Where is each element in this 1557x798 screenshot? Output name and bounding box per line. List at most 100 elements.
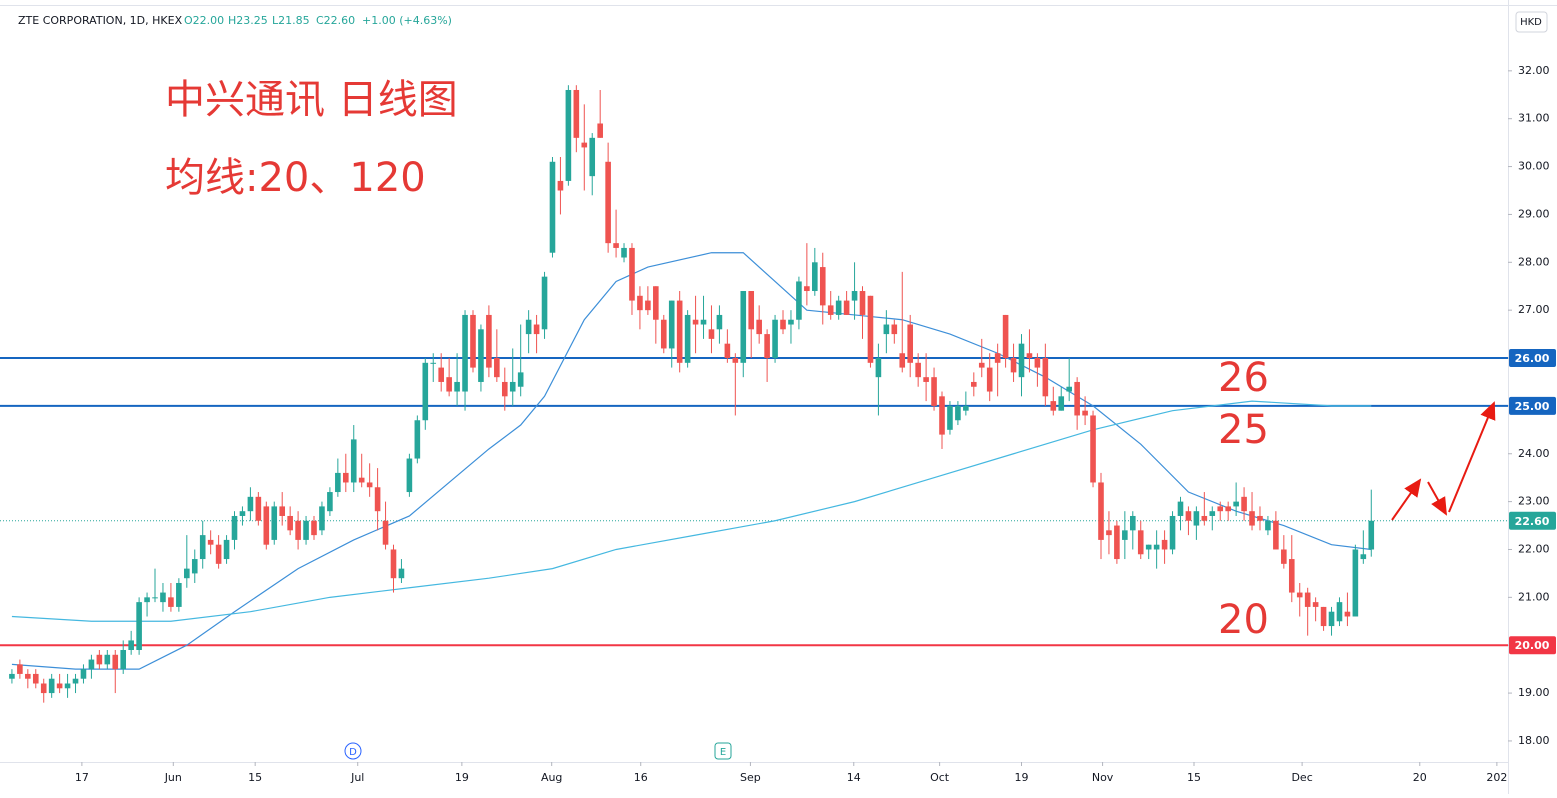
candle-body [319,506,325,531]
candle-body [1042,358,1049,397]
candle-body [541,276,548,330]
candle-body [382,520,389,545]
x-tick-label: Nov [1092,771,1114,784]
candle-body [1074,381,1080,416]
low: L21.85 [272,14,310,27]
candle-body [263,506,270,545]
candle-body [1066,386,1072,392]
moving-average [11,400,1372,622]
event-marker[interactable] [344,742,362,760]
candle-body [589,137,596,177]
candle-body [573,89,580,138]
candle-body [565,89,572,181]
candle-body [446,377,452,392]
candle-body [287,515,293,531]
candle-body [692,319,699,325]
y-tick-label: 23.00 [1518,495,1550,508]
y-tick-label: 32.00 [1518,64,1550,77]
candle-body [740,291,747,363]
candle-body [549,161,556,253]
price-tag-label: 26.00 [1515,352,1550,365]
candle-body [223,539,230,560]
x-tick-label: Jun [164,771,182,784]
candle-body [128,640,134,650]
y-tick-label: 27.00 [1518,303,1550,316]
candle-body [199,535,206,560]
candle-body [581,142,588,148]
candle-body [1296,592,1303,598]
candle-body [184,568,190,579]
candle-body [40,683,47,694]
candle-body [1145,544,1152,550]
candle-body [1320,606,1327,627]
arrow [1391,478,1422,521]
candle-body [931,377,937,406]
candle-body [1002,314,1009,359]
candle-body [17,664,23,674]
candle-body [1137,530,1144,555]
x-tick-label: 17 [75,771,89,784]
currency-box[interactable] [1515,11,1548,33]
price-tag [1509,511,1556,530]
change: +1.00 (+4.63%) [362,14,452,27]
candle-body [501,381,508,397]
candle-body [1114,525,1120,560]
candle-body [843,300,850,315]
candle-body [327,492,333,512]
candle-body [422,362,429,421]
subtitle: 均线:20、120 [165,155,426,201]
y-tick-label: 31.00 [1518,112,1550,125]
candle-body [780,319,786,330]
y-tick-label: 29.00 [1518,207,1550,220]
candle-body [279,506,286,516]
candle-body [796,281,802,320]
candle-body [1344,611,1351,617]
candle-body [366,482,373,488]
candle-body [1257,515,1263,521]
candle-body [144,597,150,603]
annotation: 20 [1218,597,1269,643]
candle-body [25,673,31,679]
candle-body [1129,515,1136,531]
candle-body [1233,501,1239,507]
event-marker[interactable] [714,742,732,760]
candle-body [478,329,484,382]
candle-body [748,291,755,330]
candle-body [255,496,262,521]
candle-body [1193,511,1200,526]
x-tick-label: Dec [1291,771,1312,784]
y-tick-label: 19.00 [1518,686,1550,699]
candle-body [1169,515,1176,550]
y-tick-label: 30.00 [1518,160,1550,173]
candle-body [700,319,707,325]
candle-body [819,267,826,306]
annotation: 25 [1218,407,1269,453]
candle-body [812,262,818,292]
candle-body [676,300,683,363]
candle-body [136,602,142,650]
candle-body [390,549,397,579]
x-tick-label: 19 [455,771,469,784]
candle-body [168,597,174,607]
symbol: ZTE CORPORATION, 1D, HKEX [18,14,183,27]
x-tick-label: 14 [847,771,861,784]
candle-body [207,539,214,545]
price-tag [1509,396,1556,415]
candle-body [374,487,381,512]
candle-body [915,362,921,378]
candle-body [907,324,914,363]
candle-body [963,405,969,411]
candle-body [56,683,63,689]
candle-body [1241,496,1247,512]
candle-body [112,654,119,670]
candle-body [191,559,198,574]
candle-body [176,582,182,607]
currency: HKD [1520,17,1542,28]
candle-body [1265,520,1271,531]
candle-body [1153,544,1160,550]
price-tag [1509,636,1556,655]
candle-body [120,649,127,670]
candle-body [1281,549,1287,564]
candle-body [629,247,635,301]
candle-body [72,678,79,684]
